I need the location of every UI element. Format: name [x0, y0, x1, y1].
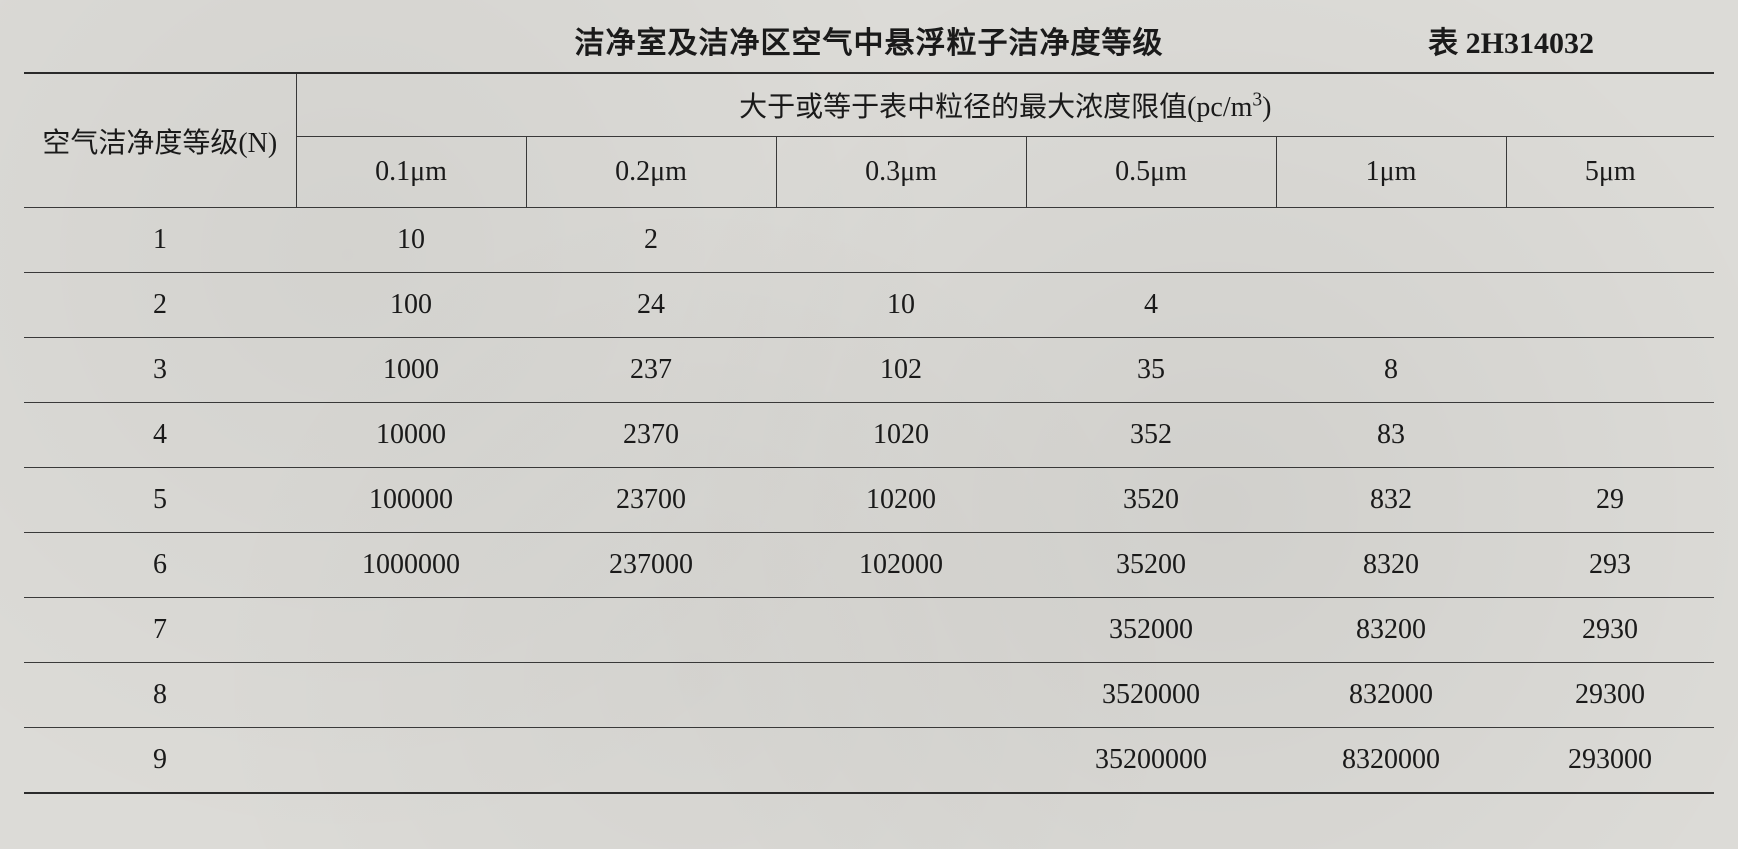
class-level: 3	[24, 338, 296, 403]
cell: 1000000	[296, 533, 526, 598]
row-header-label: 空气洁净度等级(N)	[24, 73, 296, 208]
cell	[1506, 338, 1714, 403]
cell: 237000	[526, 533, 776, 598]
cell	[1506, 403, 1714, 468]
cell: 3520	[1026, 468, 1276, 533]
cell: 35200000	[1026, 728, 1276, 794]
cell: 83200	[1276, 598, 1506, 663]
table-row: 7 352000 83200 2930	[24, 598, 1714, 663]
cell: 293000	[1506, 728, 1714, 794]
cell	[1026, 208, 1276, 273]
table-row: 6 1000000 237000 102000 35200 8320 293	[24, 533, 1714, 598]
class-level: 8	[24, 663, 296, 728]
spanner-text-suffix: )	[1262, 92, 1271, 123]
cell: 8320	[1276, 533, 1506, 598]
col-header: 0.1μm	[296, 137, 526, 208]
cell: 4	[1026, 273, 1276, 338]
cell	[296, 728, 526, 794]
cell: 10200	[776, 468, 1026, 533]
table-row: 1 10 2	[24, 208, 1714, 273]
cell	[776, 208, 1026, 273]
cell: 2930	[1506, 598, 1714, 663]
col-header: 1μm	[1276, 137, 1506, 208]
cell: 832000	[1276, 663, 1506, 728]
class-level: 5	[24, 468, 296, 533]
cell	[776, 663, 1026, 728]
cell	[1276, 208, 1506, 273]
class-level: 1	[24, 208, 296, 273]
cell: 10000	[296, 403, 526, 468]
cell	[776, 728, 1026, 794]
cell: 352000	[1026, 598, 1276, 663]
cell: 23700	[526, 468, 776, 533]
class-level: 7	[24, 598, 296, 663]
cell: 29	[1506, 468, 1714, 533]
cell	[296, 663, 526, 728]
cell: 102	[776, 338, 1026, 403]
table-row: 4 10000 2370 1020 352 83	[24, 403, 1714, 468]
cell: 293	[1506, 533, 1714, 598]
cell	[526, 663, 776, 728]
cell	[1506, 208, 1714, 273]
cell: 832	[1276, 468, 1506, 533]
page: 洁净室及洁净区空气中悬浮粒子洁净度等级 表 2H314032 空气洁净度等级(N…	[0, 0, 1738, 849]
table-body: 1 10 2 2 100 24 10 4 3 1000 237	[24, 208, 1714, 794]
table-header-line: 洁净室及洁净区空气中悬浮粒子洁净度等级 表 2H314032	[24, 0, 1714, 72]
cell	[1506, 273, 1714, 338]
cell: 100	[296, 273, 526, 338]
class-level: 9	[24, 728, 296, 794]
cell: 24	[526, 273, 776, 338]
cell: 35	[1026, 338, 1276, 403]
table-row: 5 100000 23700 10200 3520 832 29	[24, 468, 1714, 533]
cell	[526, 728, 776, 794]
cell: 2370	[526, 403, 776, 468]
cell: 83	[1276, 403, 1506, 468]
cleanliness-table: 空气洁净度等级(N) 大于或等于表中粒径的最大浓度限值(pc/m3) 0.1μm…	[24, 72, 1714, 794]
cell	[1276, 273, 1506, 338]
cell: 237	[526, 338, 776, 403]
table-row: 3 1000 237 102 35 8	[24, 338, 1714, 403]
cell: 29300	[1506, 663, 1714, 728]
table-row: 8 3520000 832000 29300	[24, 663, 1714, 728]
table-row: 9 35200000 8320000 293000	[24, 728, 1714, 794]
col-header: 0.5μm	[1026, 137, 1276, 208]
class-level: 4	[24, 403, 296, 468]
cell: 100000	[296, 468, 526, 533]
cell: 10	[776, 273, 1026, 338]
class-level: 2	[24, 273, 296, 338]
cell: 10	[296, 208, 526, 273]
table-row: 2 100 24 10 4	[24, 273, 1714, 338]
class-level: 6	[24, 533, 296, 598]
cell: 1020	[776, 403, 1026, 468]
cell: 352	[1026, 403, 1276, 468]
cell: 8320000	[1276, 728, 1506, 794]
col-header: 0.2μm	[526, 137, 776, 208]
table-caption: 洁净室及洁净区空气中悬浮粒子洁净度等级	[575, 18, 1164, 62]
col-header: 5μm	[1506, 137, 1714, 208]
spanner-text-prefix: 大于或等于表中粒径的最大浓度限值(pc/m	[739, 92, 1252, 123]
col-header: 0.3μm	[776, 137, 1026, 208]
cell: 1000	[296, 338, 526, 403]
table-number: 表 2H314032	[1428, 18, 1594, 62]
cell: 102000	[776, 533, 1026, 598]
cell: 35200	[1026, 533, 1276, 598]
table-head: 空气洁净度等级(N) 大于或等于表中粒径的最大浓度限值(pc/m3) 0.1μm…	[24, 73, 1714, 208]
cell	[296, 598, 526, 663]
cell: 2	[526, 208, 776, 273]
spanner-label: 大于或等于表中粒径的最大浓度限值(pc/m3)	[296, 73, 1714, 137]
cell: 8	[1276, 338, 1506, 403]
spanner-superscript: 3	[1252, 90, 1262, 111]
cell	[776, 598, 1026, 663]
cell: 3520000	[1026, 663, 1276, 728]
cell	[526, 598, 776, 663]
